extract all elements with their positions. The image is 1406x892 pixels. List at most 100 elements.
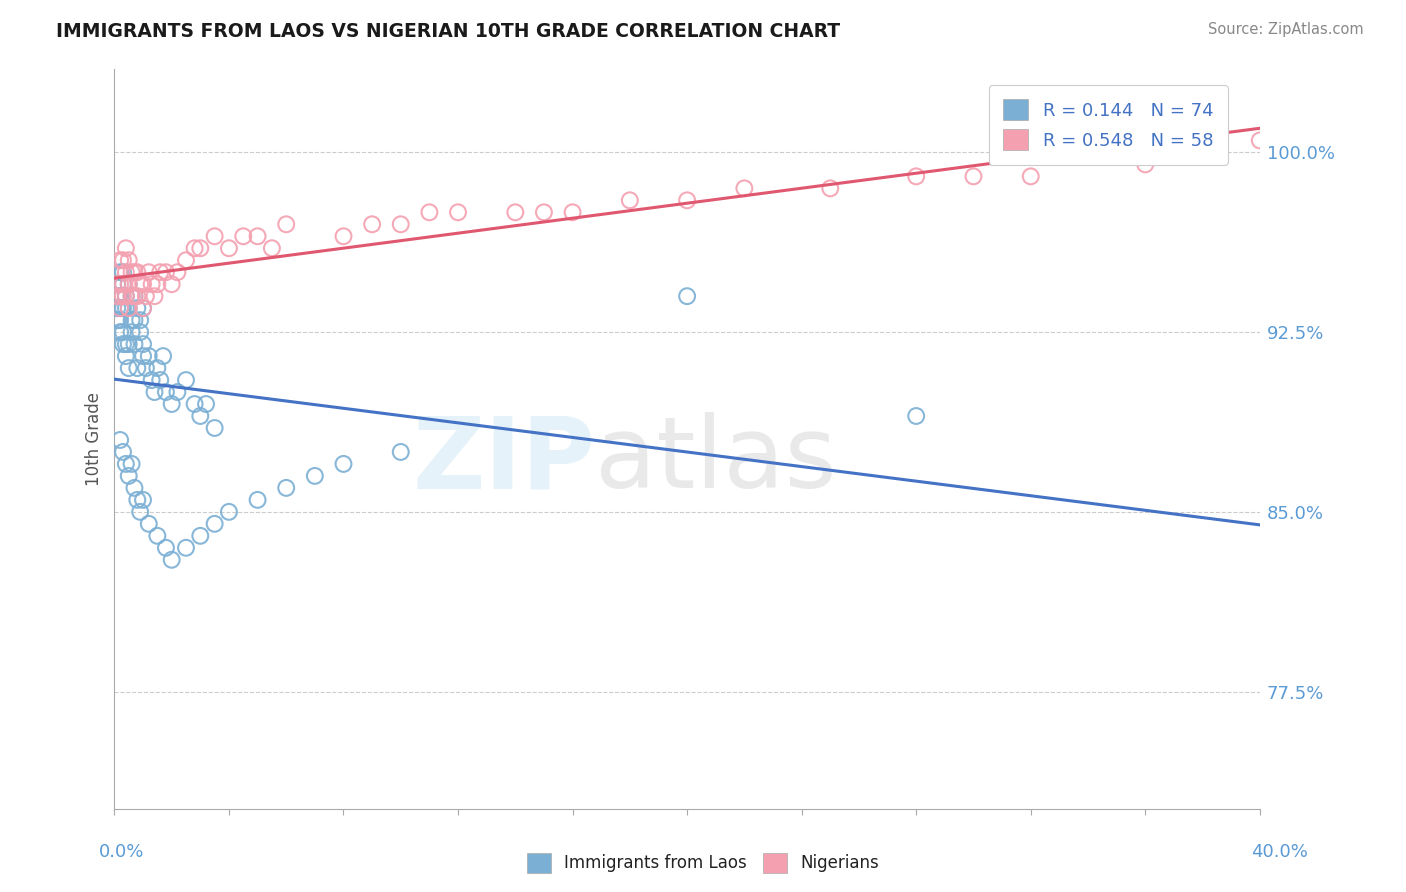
Point <box>505 205 527 219</box>
Point <box>124 289 146 303</box>
Point <box>260 241 283 255</box>
Point <box>152 349 174 363</box>
Point <box>141 373 163 387</box>
Text: 0.0%: 0.0% <box>98 843 143 861</box>
Point <box>1135 157 1157 171</box>
Point <box>121 325 143 339</box>
Point <box>118 337 141 351</box>
Point <box>174 253 197 268</box>
Point <box>127 265 149 279</box>
Point <box>160 277 183 292</box>
Point <box>561 205 583 219</box>
Point <box>124 337 146 351</box>
Point <box>276 217 298 231</box>
Point <box>183 397 205 411</box>
Point <box>105 289 128 303</box>
Point <box>121 313 143 327</box>
Point <box>115 349 138 363</box>
Point <box>108 277 131 292</box>
Point <box>135 289 157 303</box>
Point <box>141 277 163 292</box>
Point <box>149 373 172 387</box>
Point <box>174 541 197 555</box>
Point <box>447 205 470 219</box>
Point <box>188 409 211 423</box>
Point <box>129 277 152 292</box>
Point <box>108 265 131 279</box>
Point <box>111 277 134 292</box>
Y-axis label: 10th Grade: 10th Grade <box>86 392 103 486</box>
Point <box>115 265 138 279</box>
Point <box>160 553 183 567</box>
Point <box>962 169 984 184</box>
Text: ZIP: ZIP <box>412 412 596 509</box>
Point <box>118 277 141 292</box>
Point <box>111 289 134 303</box>
Point <box>166 384 188 399</box>
Point <box>115 337 138 351</box>
Point <box>111 325 134 339</box>
Point <box>1249 133 1271 147</box>
Point <box>143 384 166 399</box>
Point <box>143 289 166 303</box>
Point <box>129 505 152 519</box>
Point <box>124 481 146 495</box>
Point <box>111 301 134 315</box>
Point <box>146 277 169 292</box>
Point <box>108 289 131 303</box>
Point <box>118 301 141 315</box>
Point <box>118 301 141 315</box>
Point <box>276 481 298 495</box>
Point <box>108 253 131 268</box>
Point <box>304 469 326 483</box>
Point <box>246 229 269 244</box>
Point <box>820 181 842 195</box>
Point <box>188 529 211 543</box>
Point <box>132 301 155 315</box>
Point <box>204 516 226 531</box>
Point <box>146 361 169 376</box>
Point <box>105 289 128 303</box>
Point <box>124 313 146 327</box>
Point <box>121 265 143 279</box>
Point <box>418 205 440 219</box>
Point <box>129 313 152 327</box>
Point <box>166 265 188 279</box>
Point <box>121 289 143 303</box>
Point <box>108 325 131 339</box>
Text: 40.0%: 40.0% <box>1251 843 1308 861</box>
Point <box>218 505 240 519</box>
Point <box>108 301 131 315</box>
Point <box>155 384 177 399</box>
Point <box>105 313 128 327</box>
Point <box>111 277 134 292</box>
Point <box>533 205 555 219</box>
Point <box>124 265 146 279</box>
Point <box>111 445 134 459</box>
Point <box>115 457 138 471</box>
Point <box>138 349 160 363</box>
Text: atlas: atlas <box>596 412 837 509</box>
Point <box>733 181 755 195</box>
Point <box>105 301 128 315</box>
Point <box>127 289 149 303</box>
Point <box>111 253 134 268</box>
Point <box>105 277 128 292</box>
Point <box>246 492 269 507</box>
Point <box>121 457 143 471</box>
Point <box>129 325 152 339</box>
Point <box>118 253 141 268</box>
Legend: Immigrants from Laos, Nigerians: Immigrants from Laos, Nigerians <box>520 847 886 880</box>
Point <box>115 289 138 303</box>
Point <box>174 373 197 387</box>
Point <box>361 217 384 231</box>
Point <box>135 361 157 376</box>
Point <box>204 421 226 435</box>
Point <box>111 265 134 279</box>
Point <box>619 194 641 208</box>
Point <box>108 433 131 447</box>
Point <box>127 361 149 376</box>
Text: Source: ZipAtlas.com: Source: ZipAtlas.com <box>1208 22 1364 37</box>
Point <box>105 277 128 292</box>
Point <box>676 194 699 208</box>
